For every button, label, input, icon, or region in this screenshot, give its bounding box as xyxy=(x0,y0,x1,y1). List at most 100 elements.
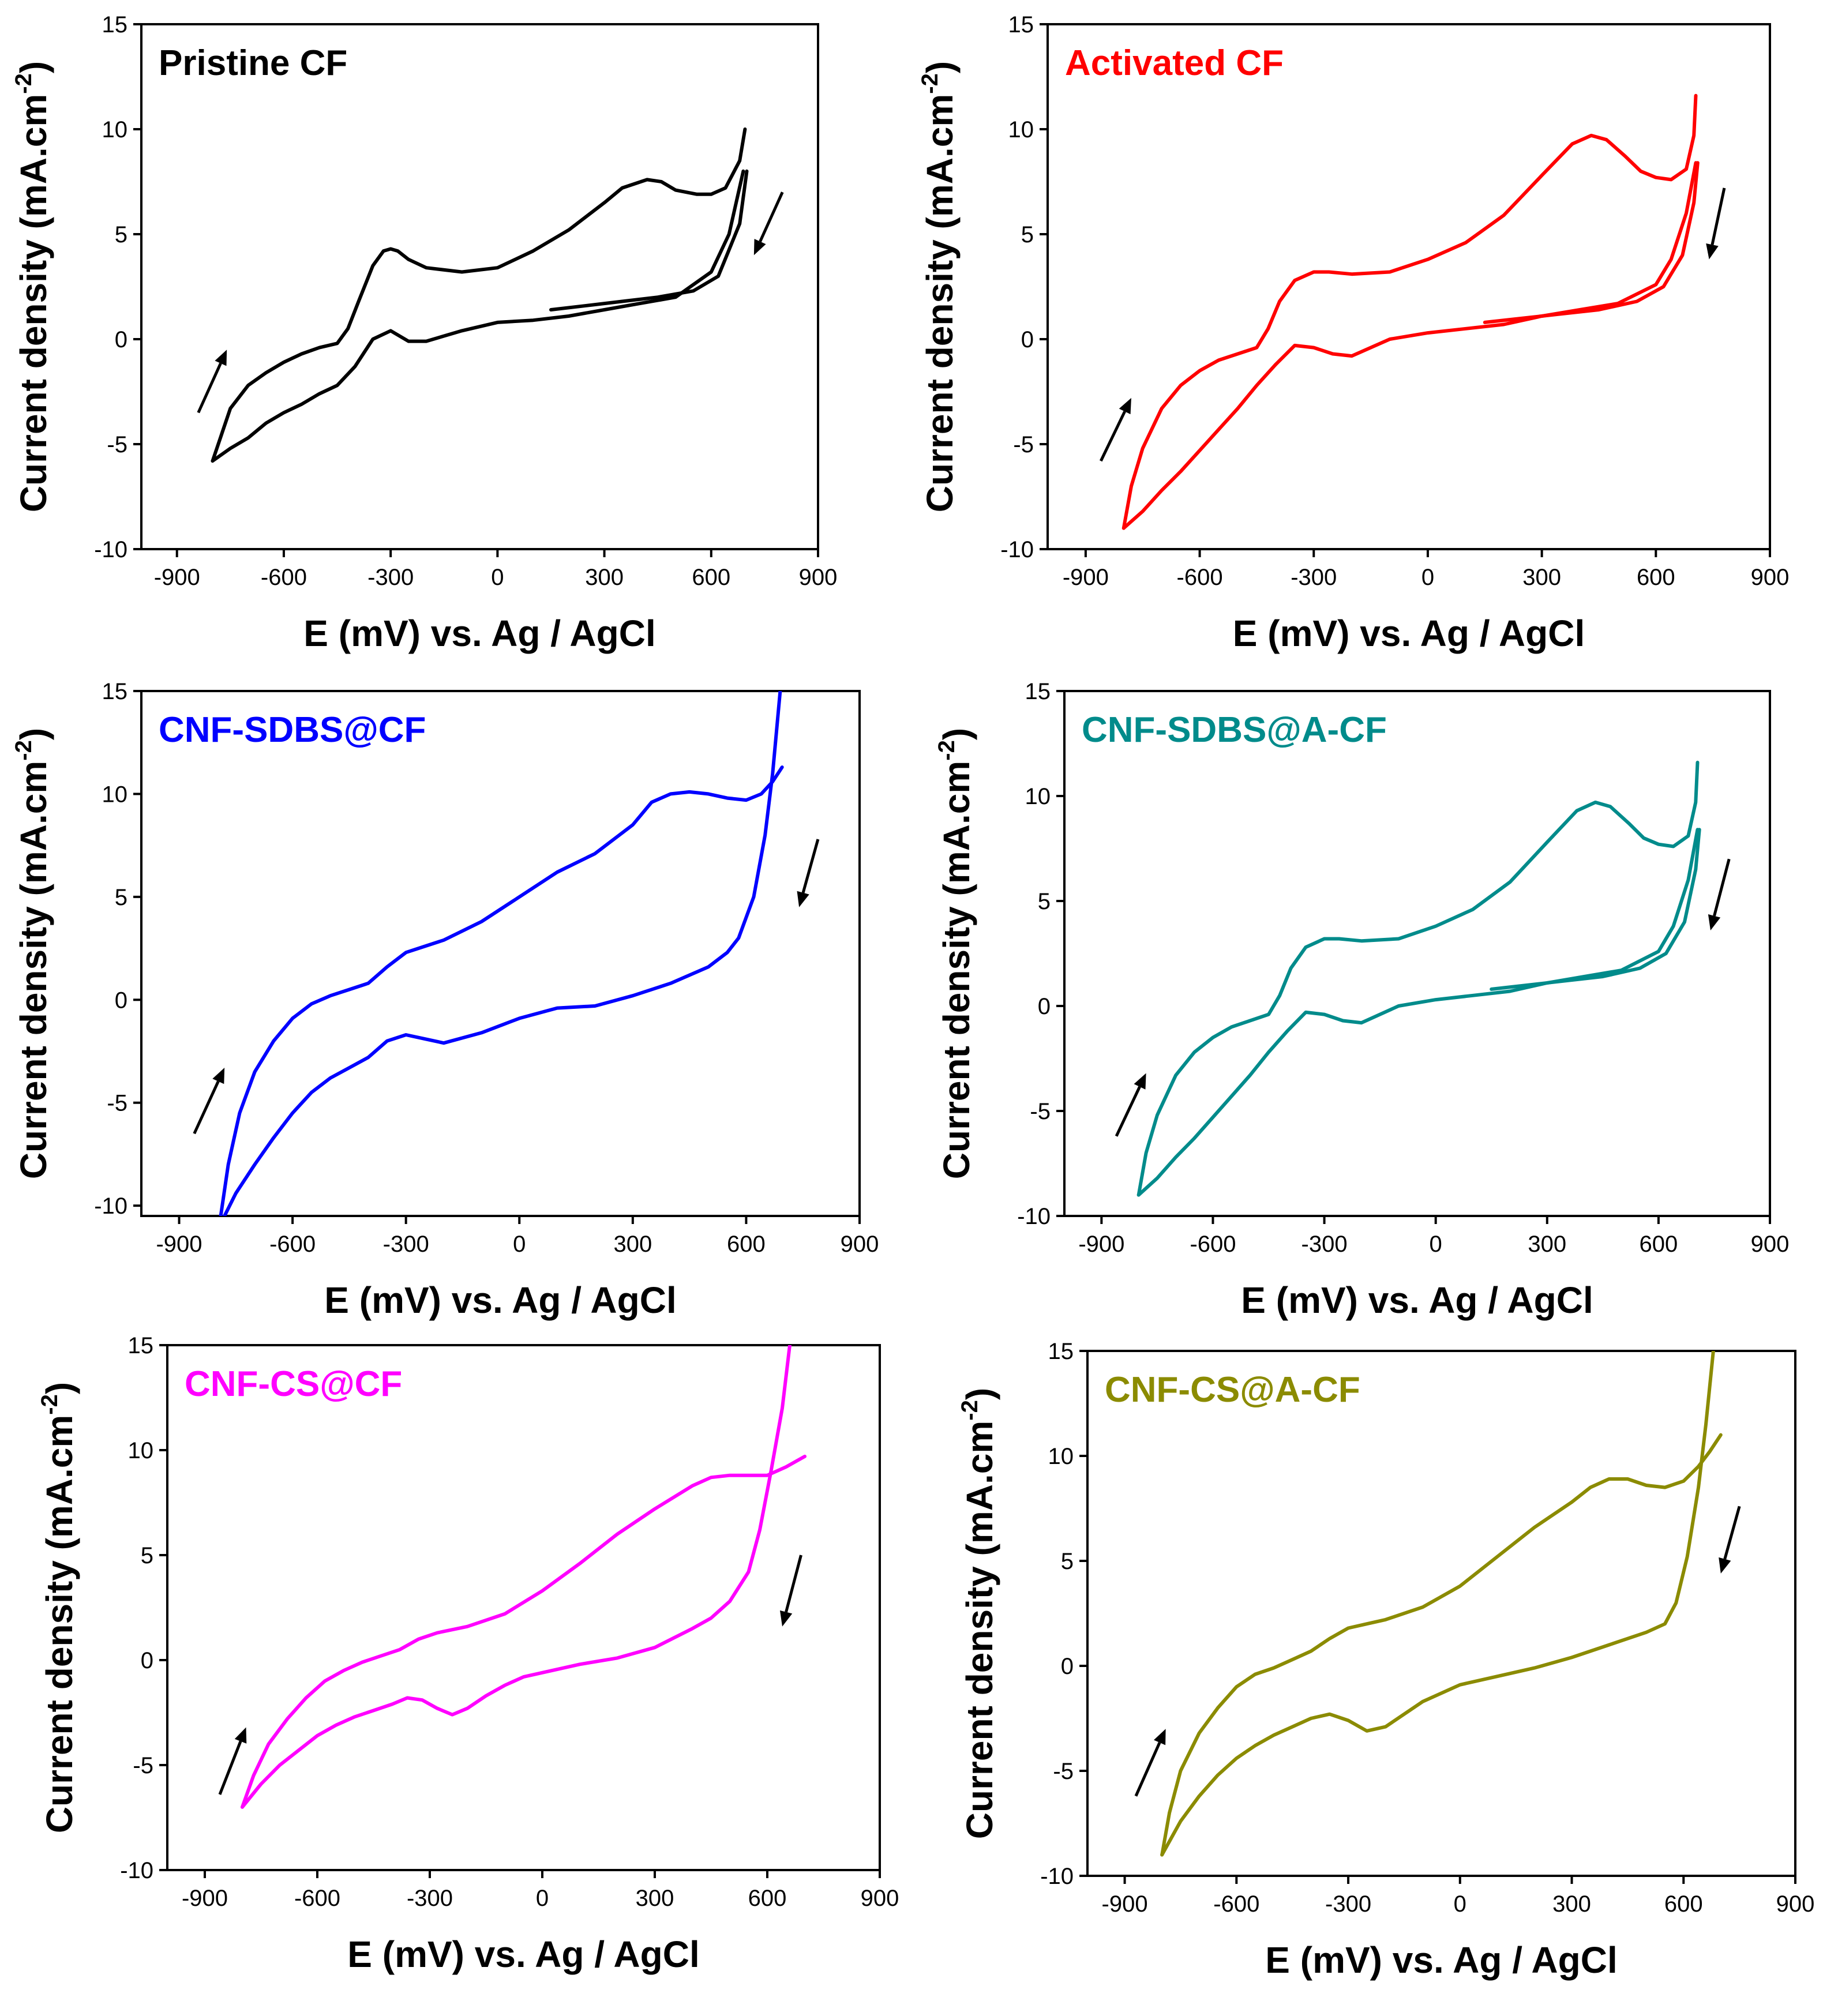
cv-series-anodic xyxy=(1160,1433,1723,1857)
y-tick-label: -5 xyxy=(107,432,127,457)
x-tick-label: -300 xyxy=(1301,1232,1348,1257)
y-tick-label: 10 xyxy=(1008,117,1034,142)
x-tick-label: -900 xyxy=(182,1886,228,1911)
y-tick-label: 15 xyxy=(1048,1339,1074,1364)
y-axis-title-close: ) xyxy=(13,728,54,740)
cv-series-cathodic xyxy=(1136,828,1700,1197)
x-tick-label: -900 xyxy=(1078,1232,1124,1257)
x-tick-label: 900 xyxy=(1751,565,1790,590)
y-tick-label: 15 xyxy=(102,12,128,37)
x-tick-label: 0 xyxy=(1421,565,1434,590)
scan-direction-arrow xyxy=(779,1555,802,1627)
x-tick-label: 600 xyxy=(692,565,730,590)
y-tick-label: 0 xyxy=(115,327,127,352)
y-tick-label: -10 xyxy=(1040,1864,1074,1889)
y-tick-label: 0 xyxy=(115,988,127,1013)
x-tick-label: -300 xyxy=(1325,1891,1371,1917)
y-tick-label: -5 xyxy=(1013,432,1034,457)
x-tick-label: 300 xyxy=(1522,565,1561,590)
scan-direction-arrow xyxy=(218,1727,247,1795)
x-tick-label: -600 xyxy=(269,1232,316,1257)
scan-direction-arrow xyxy=(797,839,820,907)
x-tick-label: 0 xyxy=(536,1886,549,1911)
y-tick-label: 15 xyxy=(128,1333,154,1358)
y-axis-title-sup: -2 xyxy=(934,740,959,761)
x-tick-label: 0 xyxy=(491,565,504,590)
panel-title: Pristine CF xyxy=(159,43,347,83)
x-tick-label: -300 xyxy=(383,1232,429,1257)
y-axis-title: Current density (mA.cm-2) xyxy=(917,61,961,512)
y-tick-label: -5 xyxy=(1030,1099,1051,1124)
plot-frame xyxy=(140,23,819,550)
y-tick-label: 5 xyxy=(1021,222,1034,247)
y-tick-label: 5 xyxy=(141,1543,153,1568)
x-tick-label: 900 xyxy=(841,1232,879,1257)
y-axis-title: Current density (mA.cm-2) xyxy=(11,728,54,1179)
x-tick-label: -300 xyxy=(1291,565,1337,590)
scan-direction-arrow xyxy=(1100,397,1131,462)
y-tick-label: 0 xyxy=(1021,327,1034,352)
panel-title: CNF-CS@CF xyxy=(185,1364,402,1404)
scan-direction-arrow xyxy=(1115,1073,1146,1137)
y-axis-title-sup: -2 xyxy=(917,73,943,94)
scan-direction-arrow xyxy=(753,192,784,256)
y-tick-label: 10 xyxy=(102,117,128,142)
cv-curves xyxy=(219,691,784,1216)
y-tick-label: 5 xyxy=(1061,1549,1074,1574)
x-tick-label: 0 xyxy=(513,1232,526,1257)
y-tick-label: 15 xyxy=(1025,679,1051,704)
x-tick-label: 300 xyxy=(636,1886,674,1911)
y-tick-label: 10 xyxy=(102,782,128,807)
panel-title: CNF-SDBS@A-CF xyxy=(1082,710,1387,750)
scan-direction-arrow xyxy=(1134,1729,1166,1797)
cv-series-cathodic xyxy=(241,1345,792,1809)
cv-curves xyxy=(211,127,749,463)
x-axis-title: E (mV) vs. Ag / AgCl xyxy=(303,613,655,654)
cv-series-anodic xyxy=(211,127,747,463)
y-tick-label: 0 xyxy=(1038,994,1051,1019)
scan-direction-arrow xyxy=(1719,1506,1741,1574)
panel-title: Activated CF xyxy=(1065,43,1284,83)
scan-direction-arrow xyxy=(197,350,227,414)
cv-series-cathodic xyxy=(1160,1351,1715,1857)
x-tick-label: -300 xyxy=(407,1886,453,1911)
cv-curves xyxy=(1160,1351,1723,1857)
y-tick-label: -10 xyxy=(1017,1204,1051,1229)
x-tick-label: -600 xyxy=(1177,565,1223,590)
x-tick-label: -600 xyxy=(1213,1891,1259,1917)
cv-panel-6: -900 -600 -300 0 300 600 900 -10 -5 0 5 10 15 E (mV) … xyxy=(957,1339,1814,1981)
plot-frame xyxy=(166,1344,881,1871)
cv-series-cathodic xyxy=(223,691,782,1216)
x-tick-label: -600 xyxy=(294,1886,340,1911)
x-tick-label: -300 xyxy=(367,565,414,590)
cv-panel-5: -900 -600 -300 0 300 600 900 -10 -5 0 5 10 15 E (mV) … xyxy=(37,1333,899,1975)
x-axis-title: E (mV) vs. Ag / AgCl xyxy=(1265,1939,1617,1981)
cv-series-cathodic xyxy=(211,169,745,463)
y-tick-label: -5 xyxy=(1053,1759,1074,1784)
plot-frame xyxy=(1046,23,1771,550)
x-tick-label: 600 xyxy=(1640,1232,1678,1257)
cv-panel-3: -900 -600 -300 0 300 600 900 -10 -5 0 5 10 15 E (mV) … xyxy=(11,679,879,1321)
y-tick-label: -10 xyxy=(1000,537,1034,562)
y-axis-title-main: Current density (mA.cm xyxy=(919,94,961,512)
scan-direction-arrow xyxy=(193,1068,225,1135)
scan-direction-arrow xyxy=(1706,187,1726,260)
cv-curves xyxy=(1136,760,1701,1197)
y-axis-title-main: Current density (mA.cm xyxy=(13,761,54,1179)
y-tick-label: 15 xyxy=(102,679,128,704)
y-axis-title-sup: -2 xyxy=(11,73,36,94)
y-tick-label: -5 xyxy=(107,1091,127,1116)
x-tick-label: -600 xyxy=(1190,1232,1236,1257)
x-tick-label: 900 xyxy=(1751,1232,1790,1257)
y-tick-label: 0 xyxy=(1061,1654,1074,1679)
y-tick-label: -5 xyxy=(133,1753,153,1778)
y-axis-title-main: Current density (mA.cm xyxy=(936,761,977,1179)
x-axis-title: E (mV) vs. Ag / AgCl xyxy=(1241,1279,1593,1321)
x-tick-label: -900 xyxy=(1102,1891,1148,1917)
cv-series-cycle-tail xyxy=(549,169,749,311)
x-tick-label: 300 xyxy=(1528,1232,1566,1257)
y-axis-title-close: ) xyxy=(13,61,54,73)
y-axis-title-sup: -2 xyxy=(37,1394,62,1415)
y-axis-title-main: Current density (mA.cm xyxy=(39,1415,80,1833)
y-tick-label: 10 xyxy=(1048,1444,1074,1469)
